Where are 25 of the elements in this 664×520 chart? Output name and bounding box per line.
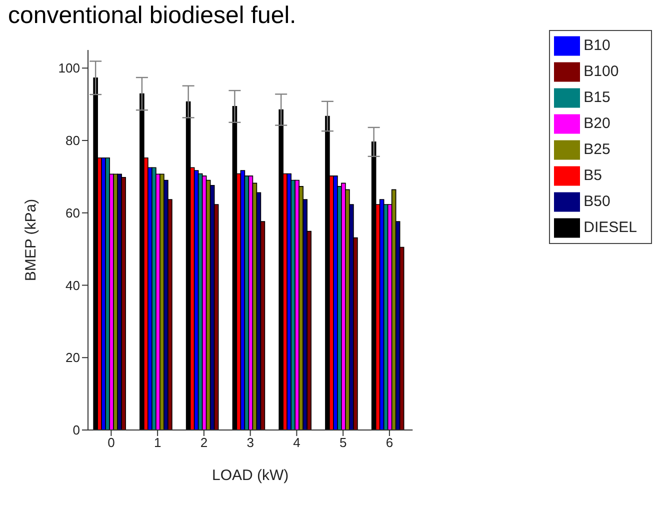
y-tick-label: 80 — [66, 133, 80, 148]
x-tick-label: 6 — [386, 435, 394, 450]
chart-title: conventional biodiesel fuel. — [8, 2, 298, 30]
legend-label: B20 — [584, 114, 610, 132]
x-tick-label: 5 — [339, 435, 347, 450]
legend-label: B10 — [584, 36, 610, 54]
x-tick-label: 0 — [108, 435, 115, 450]
y-tick-label: 60 — [66, 205, 80, 220]
legend-label: B5 — [584, 166, 602, 184]
bar — [121, 176, 126, 430]
x-tick-label: 4 — [293, 435, 300, 450]
legend-label: B25 — [584, 140, 610, 158]
y-tick-label: 100 — [58, 60, 80, 76]
legend-label: DIESEL — [584, 218, 637, 236]
y-axis-title: BMEP (kPa) — [22, 198, 40, 282]
legend-label: B15 — [584, 88, 610, 106]
y-tick-label: 0 — [72, 422, 80, 438]
legend-label: B50 — [584, 192, 610, 210]
x-tick-label: 2 — [200, 435, 208, 450]
x-tick-label: 3 — [246, 435, 254, 450]
legend-label: B100 — [584, 62, 619, 80]
x-tick-label: 1 — [154, 435, 162, 450]
y-tick-label: 20 — [66, 350, 80, 366]
x-axis-title: LOAD (kW) — [212, 467, 289, 484]
y-tick-label: 40 — [66, 278, 80, 293]
